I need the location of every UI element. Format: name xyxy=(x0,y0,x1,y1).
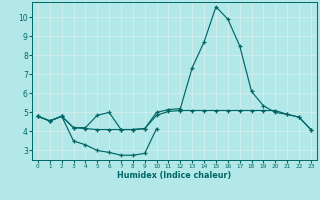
X-axis label: Humidex (Indice chaleur): Humidex (Indice chaleur) xyxy=(117,171,232,180)
